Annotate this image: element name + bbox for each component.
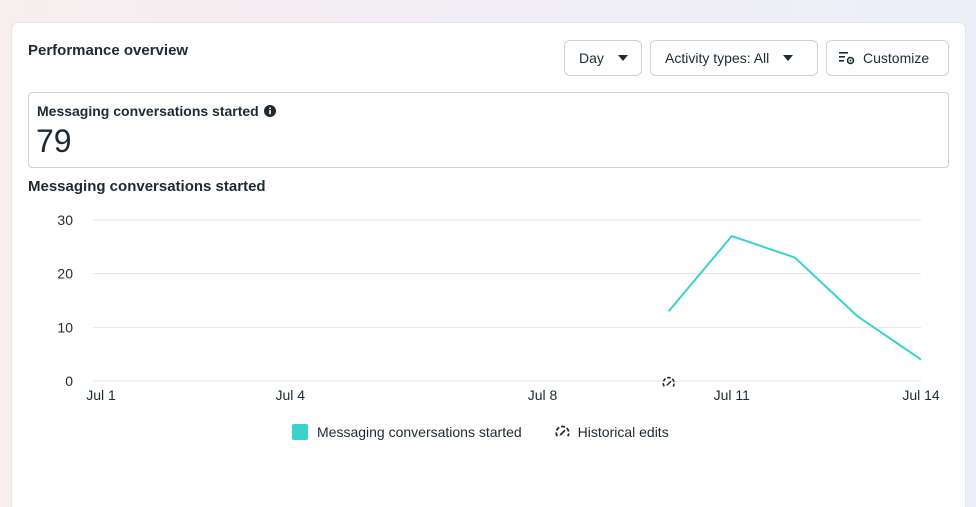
x-tick-label: Jul 1 [86, 387, 116, 403]
y-tick-label: 30 [57, 212, 73, 228]
legend-item-series[interactable]: Messaging conversations started [292, 423, 522, 440]
line-chart: 0 10 20 30 Jul 1 Jul 4 Jul 8 Jul 11 Jul 14 [57, 212, 940, 403]
legend-item-historical-edits[interactable]: Historical edits [554, 423, 669, 440]
customize-settings-icon [839, 51, 855, 65]
historical-edit-icon [662, 376, 675, 387]
day-dropdown[interactable]: Day [564, 40, 642, 76]
chart-title: Messaging conversations started [28, 178, 266, 195]
legend-swatch [292, 423, 308, 440]
metric-label: Messaging conversations started [37, 103, 259, 119]
day-dropdown-label: Day [579, 50, 604, 66]
customize-label: Customize [863, 50, 930, 66]
caret-down-icon [617, 55, 628, 61]
legend-label-historical-edits: Historical edits [577, 423, 669, 440]
customize-button[interactable]: Customize [826, 40, 949, 76]
x-tick-label: Jul 4 [275, 387, 305, 403]
activity-types-dropdown[interactable]: Activity types: All [650, 40, 818, 76]
chart-legend: Messaging conversations started Historic… [292, 423, 669, 440]
x-tick-label: Jul 11 [714, 387, 751, 403]
info-icon[interactable] [263, 105, 276, 117]
historical-edit-icon [554, 423, 571, 440]
x-tick-label: Jul 14 [902, 387, 940, 403]
y-tick-label: 0 [65, 373, 73, 389]
activity-types-label: Activity types: All [665, 50, 770, 66]
series-line [667, 235, 922, 361]
y-tick-label: 20 [57, 266, 73, 282]
metric-summary: Messaging conversations started 79 [28, 92, 949, 168]
metric-value: 79 [36, 123, 72, 159]
performance-card: Performance overview Day Activity types:… [12, 23, 965, 507]
metric-label-row: Messaging conversations started [37, 103, 276, 119]
y-tick-label: 10 [57, 319, 73, 335]
caret-down-icon [783, 55, 794, 61]
x-tick-label: Jul 8 [528, 387, 558, 403]
legend-label-series: Messaging conversations started [317, 423, 522, 440]
page-title: Performance overview [28, 42, 189, 59]
